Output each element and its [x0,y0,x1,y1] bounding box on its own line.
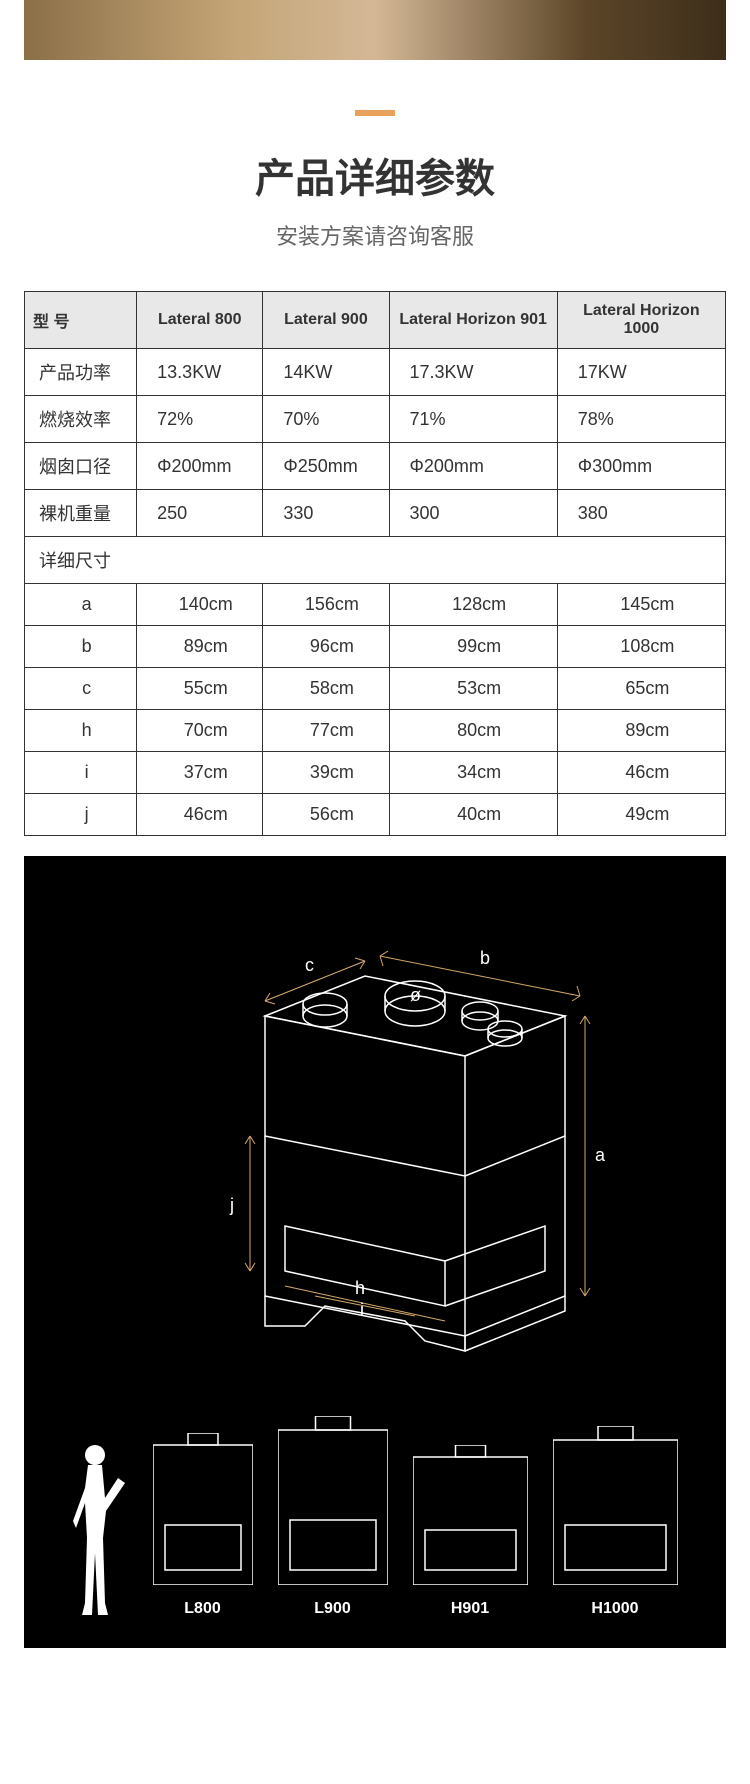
cell: 14KW [263,349,389,396]
table-row: c55cm58cm53cm65cm [25,668,726,710]
cell: 77cm [263,710,389,752]
table-row: 裸机重量250330300380 [25,490,726,537]
cell: 70cm [137,710,263,752]
cell: 17.3KW [389,349,557,396]
spec-table: 型 号 Lateral 800 Lateral 900 Lateral Hori… [24,291,726,836]
size-comparison: L800 L900 H901 H1000 [24,1416,726,1618]
table-row: 燃烧效率72%70%71%78% [25,396,726,443]
cell: 89cm [137,626,263,668]
cell: 140cm [137,584,263,626]
diagram-label-o: ø [410,985,421,1005]
row-label: j [25,794,137,836]
cell: 49cm [557,794,725,836]
diagram-label-b: b [480,948,490,968]
size-item: L800 [153,1433,253,1618]
diagram-label-i: i [360,1300,364,1320]
cell: 53cm [389,668,557,710]
accent-bar [355,110,395,116]
cell: 71% [389,396,557,443]
cell: 108cm [557,626,725,668]
cell: 17KW [557,349,725,396]
cell: 330 [263,490,389,537]
size-label: H901 [451,1600,489,1618]
size-icon [153,1433,253,1585]
header-model-1: Lateral 900 [263,292,389,349]
row-label: 产品功率 [25,349,137,396]
cell: Φ200mm [389,443,557,490]
cell: 128cm [389,584,557,626]
row-label: 燃烧效率 [25,396,137,443]
row-label: b [25,626,137,668]
row-label: a [25,584,137,626]
header-model-label: 型 号 [25,292,137,349]
product-diagram: c b a j h i ø [125,896,625,1376]
row-label: 烟囱口径 [25,443,137,490]
cell: 96cm [263,626,389,668]
row-label: i [25,752,137,794]
table-row: j46cm56cm40cm49cm [25,794,726,836]
row-label: c [25,668,137,710]
cell: 78% [557,396,725,443]
cell: 145cm [557,584,725,626]
size-icon [278,1416,388,1585]
diagram-label-a: a [595,1145,606,1165]
diagram-section: c b a j h i ø L800 [24,856,726,1648]
header-model-3: Lateral Horizon 1000 [557,292,725,349]
dimension-header: 详细尺寸 [25,537,726,584]
cell: 55cm [137,668,263,710]
cell: 99cm [389,626,557,668]
cell: 56cm [263,794,389,836]
table-row: b89cm96cm99cm108cm [25,626,726,668]
dimension-header-row: 详细尺寸 [25,537,726,584]
header-model-2: Lateral Horizon 901 [389,292,557,349]
size-icon [413,1445,528,1585]
table-row: a140cm156cm128cm145cm [25,584,726,626]
size-label: L800 [184,1600,220,1618]
header-section: 产品详细参数 安装方案请咨询客服 [0,60,750,291]
cell: Φ200mm [137,443,263,490]
cell: 70% [263,396,389,443]
size-label: L900 [314,1600,350,1618]
diagram-label-h: h [355,1278,365,1298]
size-item: L900 [278,1416,388,1618]
table-header-row: 型 号 Lateral 800 Lateral 900 Lateral Hori… [25,292,726,349]
size-label: H1000 [591,1600,638,1618]
cell: 72% [137,396,263,443]
table-row: h70cm77cm80cm89cm [25,710,726,752]
row-label: h [25,710,137,752]
cell: Φ300mm [557,443,725,490]
cell: Φ250mm [263,443,389,490]
size-item: H901 [413,1445,528,1618]
row-label: 裸机重量 [25,490,137,537]
cell: 250 [137,490,263,537]
table-row: 烟囱口径Φ200mmΦ250mmΦ200mmΦ300mm [25,443,726,490]
cell: 13.3KW [137,349,263,396]
cell: 65cm [557,668,725,710]
header-model-0: Lateral 800 [137,292,263,349]
table-row: 产品功率13.3KW14KW17.3KW17KW [25,349,726,396]
person-silhouette [73,1443,128,1618]
diagram-label-j: j [229,1195,234,1215]
main-title: 产品详细参数 [0,146,750,204]
cell: 58cm [263,668,389,710]
sub-title: 安装方案请咨询客服 [0,219,750,251]
size-item: H1000 [553,1426,678,1618]
cell: 80cm [389,710,557,752]
cell: 39cm [263,752,389,794]
hero-image-strip [24,0,726,60]
cell: 40cm [389,794,557,836]
diagram-label-c: c [305,955,314,975]
size-icon [553,1426,678,1585]
cell: 380 [557,490,725,537]
table-row: i37cm39cm34cm46cm [25,752,726,794]
cell: 37cm [137,752,263,794]
cell: 89cm [557,710,725,752]
cell: 156cm [263,584,389,626]
cell: 46cm [137,794,263,836]
cell: 300 [389,490,557,537]
cell: 34cm [389,752,557,794]
cell: 46cm [557,752,725,794]
